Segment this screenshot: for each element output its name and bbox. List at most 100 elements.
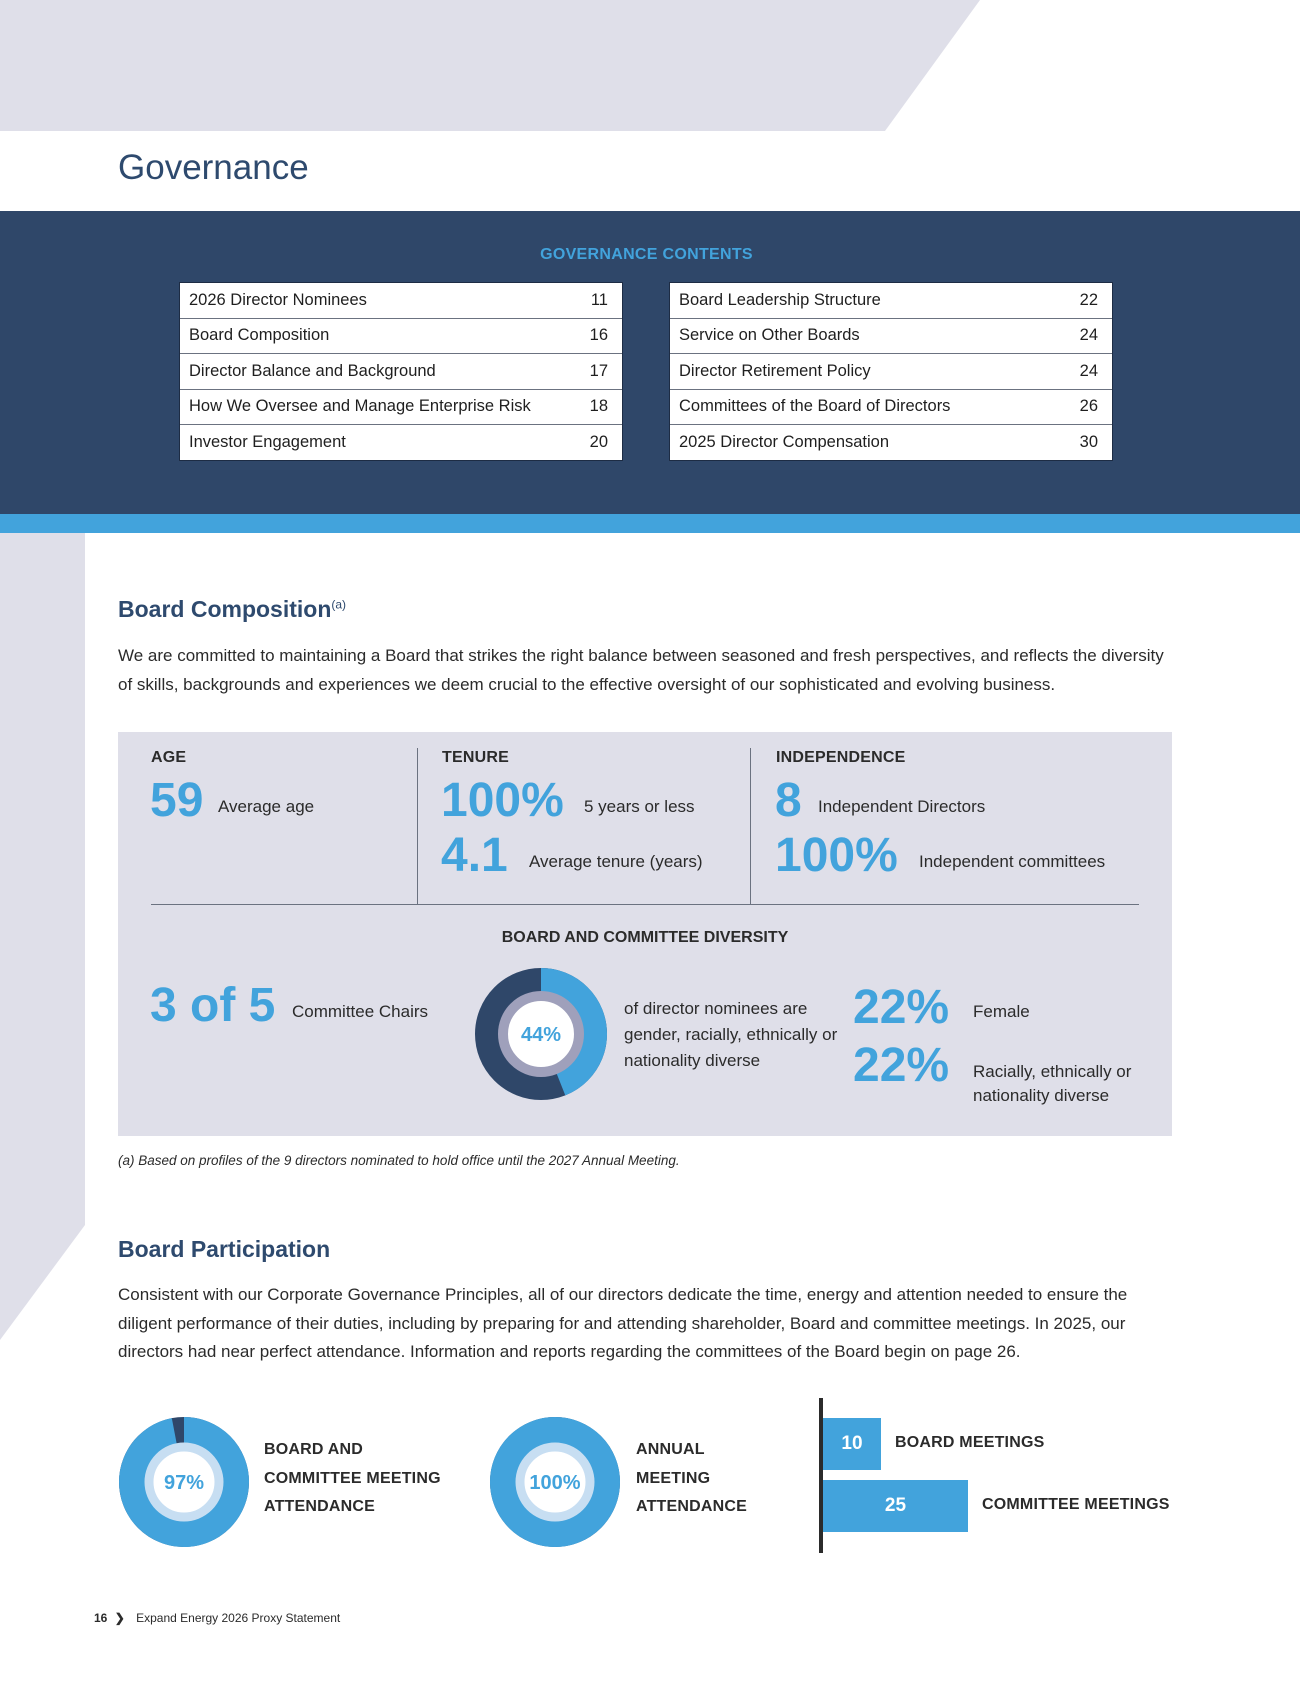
toc-label: 2026 Director Nominees <box>189 290 367 309</box>
caption-line: MEETING <box>636 1469 711 1487</box>
tenure-value: 100% <box>441 774 564 827</box>
age-desc: Average age <box>218 797 315 816</box>
independent-directors-value: 8 <box>775 774 802 827</box>
divider <box>417 748 418 905</box>
caption-line: COMMITTEE MEETING <box>264 1469 441 1487</box>
toc-page: 20 <box>589 432 608 451</box>
donut-label: 97% <box>164 1472 204 1494</box>
composition-stats-panel: AGE 59 Average age TENURE 100% 5 years o… <box>118 732 1172 1136</box>
toc-label: Board Leadership Structure <box>679 290 881 309</box>
footer-text: Expand Energy 2026 Proxy Statement <box>136 1611 341 1625</box>
caption-line: ATTENDANCE <box>264 1498 376 1515</box>
committee-chairs-desc: Committee Chairs <box>292 1002 429 1021</box>
contents-table-right: Board Leadership Structure 22 Service on … <box>669 282 1113 461</box>
toc-label: Board Composition <box>189 326 330 345</box>
bar-value: 25 <box>884 1495 907 1516</box>
donut-inner-ring <box>498 991 584 1077</box>
accent-band <box>0 514 1300 533</box>
contents-table-left: 2026 Director Nominees 11 Board Compositi… <box>179 282 623 461</box>
footnote: (a) Based on profiles of the 9 directors… <box>118 1153 680 1168</box>
average-tenure-value: 4.1 <box>441 829 508 882</box>
header-background-shape <box>0 0 980 131</box>
donut-hole <box>149 1447 219 1517</box>
toc-page: 24 <box>1079 361 1098 380</box>
toc-row[interactable]: Investor Engagement 20 <box>180 425 622 460</box>
toc-row[interactable]: Director Retirement Policy 24 <box>670 354 1112 390</box>
toc-row[interactable]: 2025 Director Compensation 30 <box>670 425 1112 460</box>
independent-committees-desc: Independent committees <box>919 852 1106 871</box>
toc-row[interactable]: Service on Other Boards 24 <box>670 319 1112 354</box>
toc-row[interactable]: Director Balance and Background 17 <box>180 354 622 390</box>
independent-directors-desc: Independent Directors <box>818 797 986 816</box>
donut-inner-ring <box>144 1442 224 1522</box>
tenure-label: TENURE <box>442 749 509 766</box>
diverse-nominees-text: of director nominees are gender, raciall… <box>624 999 838 1070</box>
page-number: 16 <box>94 1611 108 1625</box>
toc-page: 17 <box>589 361 608 380</box>
donut-inner-ring <box>515 1442 595 1522</box>
toc-label: How We Oversee and Manage Enterprise Ris… <box>189 397 531 416</box>
female-desc: Female <box>973 1002 1030 1021</box>
donut-label: 44% <box>521 1024 561 1046</box>
bar-value: 10 <box>841 1433 863 1454</box>
toc-label: Investor Engagement <box>189 432 346 451</box>
annual-meeting-donut-chart: 100% <box>490 1417 620 1547</box>
diversity-donut-chart: 44% <box>475 968 607 1100</box>
donut-value-arc <box>490 1417 620 1547</box>
age-value: 59 <box>150 774 204 827</box>
donut-value-arc <box>540 968 607 1096</box>
toc-row[interactable]: Board Leadership Structure 22 <box>670 283 1112 319</box>
page-footer: 16 ❯ Expand Energy 2026 Proxy Statement <box>94 1611 340 1625</box>
toc-page: 22 <box>1079 290 1098 309</box>
toc-label: Director Retirement Policy <box>679 361 871 380</box>
board-composition-paragraph: We are committed to maintaining a Board … <box>118 646 1164 694</box>
caption-line: ANNUAL <box>636 1441 705 1458</box>
caption-line: BOARD AND <box>264 1441 363 1458</box>
board-composition-title: Board Composition <box>118 596 332 622</box>
page-title: Governance <box>118 148 309 187</box>
divider <box>750 748 751 905</box>
donut-value-arc <box>119 1417 249 1547</box>
toc-row[interactable]: Committees of the Board of Directors 26 <box>670 390 1112 425</box>
donut-hole <box>520 1447 590 1517</box>
donut-label: 100% <box>529 1472 580 1494</box>
toc-label: Committees of the Board of Directors <box>679 397 951 416</box>
divider <box>151 904 1139 905</box>
toc-page: 30 <box>1079 432 1098 451</box>
toc-label: Director Balance and Background <box>189 361 436 380</box>
attendance-donut-chart: 97% <box>119 1417 249 1547</box>
toc-page: 26 <box>1079 397 1098 416</box>
female-value: 22% <box>853 981 950 1034</box>
toc-page: 24 <box>1079 326 1098 345</box>
tenure-desc: 5 years or less <box>584 797 695 816</box>
committee-meetings-label: COMMITTEE MEETINGS <box>982 1496 1170 1513</box>
title-card <box>85 131 1300 211</box>
board-meetings-label: BOARD MEETINGS <box>895 1434 1045 1451</box>
board-composition-heading: Board Composition(a) <box>118 596 346 623</box>
donut-hole <box>503 996 579 1072</box>
caption-line: ATTENDANCE <box>636 1498 748 1515</box>
toc-page: 16 <box>589 326 608 345</box>
left-background-shape <box>0 530 85 1340</box>
racially-diverse-value: 22% <box>853 1039 950 1092</box>
contents-heading: GOVERNANCE CONTENTS <box>540 246 753 263</box>
toc-row[interactable]: 2026 Director Nominees 11 <box>180 283 622 319</box>
board-meetings-bar: 10 <box>823 1418 881 1470</box>
toc-row[interactable]: How We Oversee and Manage Enterprise Ris… <box>180 390 622 425</box>
racially-diverse-desc: Racially, ethnically or nationality dive… <box>973 1062 1132 1105</box>
diversity-title: BOARD AND COMMITTEE DIVERSITY <box>501 929 789 946</box>
independent-committees-value: 100% <box>775 829 898 882</box>
independence-label: INDEPENDENCE <box>776 749 906 766</box>
board-participation-title: Board Participation <box>118 1236 331 1262</box>
toc-row[interactable]: Board Composition 16 <box>180 319 622 354</box>
committee-meetings-bar: 25 <box>823 1480 968 1532</box>
chevron-right-icon: ❯ <box>114 1611 125 1625</box>
average-tenure-desc: Average tenure (years) <box>529 852 703 871</box>
board-participation-paragraph: Consistent with our Corporate Governance… <box>118 1285 1128 1361</box>
annual-caption: ANNUAL MEETING ATTENDANCE <box>636 1436 747 1522</box>
meetings-bar-axis <box>819 1398 823 1553</box>
toc-label: Service on Other Boards <box>679 326 860 345</box>
committee-chairs-value: 3 of 5 <box>150 979 276 1032</box>
age-label: AGE <box>151 749 187 766</box>
toc-page: 18 <box>589 397 608 416</box>
